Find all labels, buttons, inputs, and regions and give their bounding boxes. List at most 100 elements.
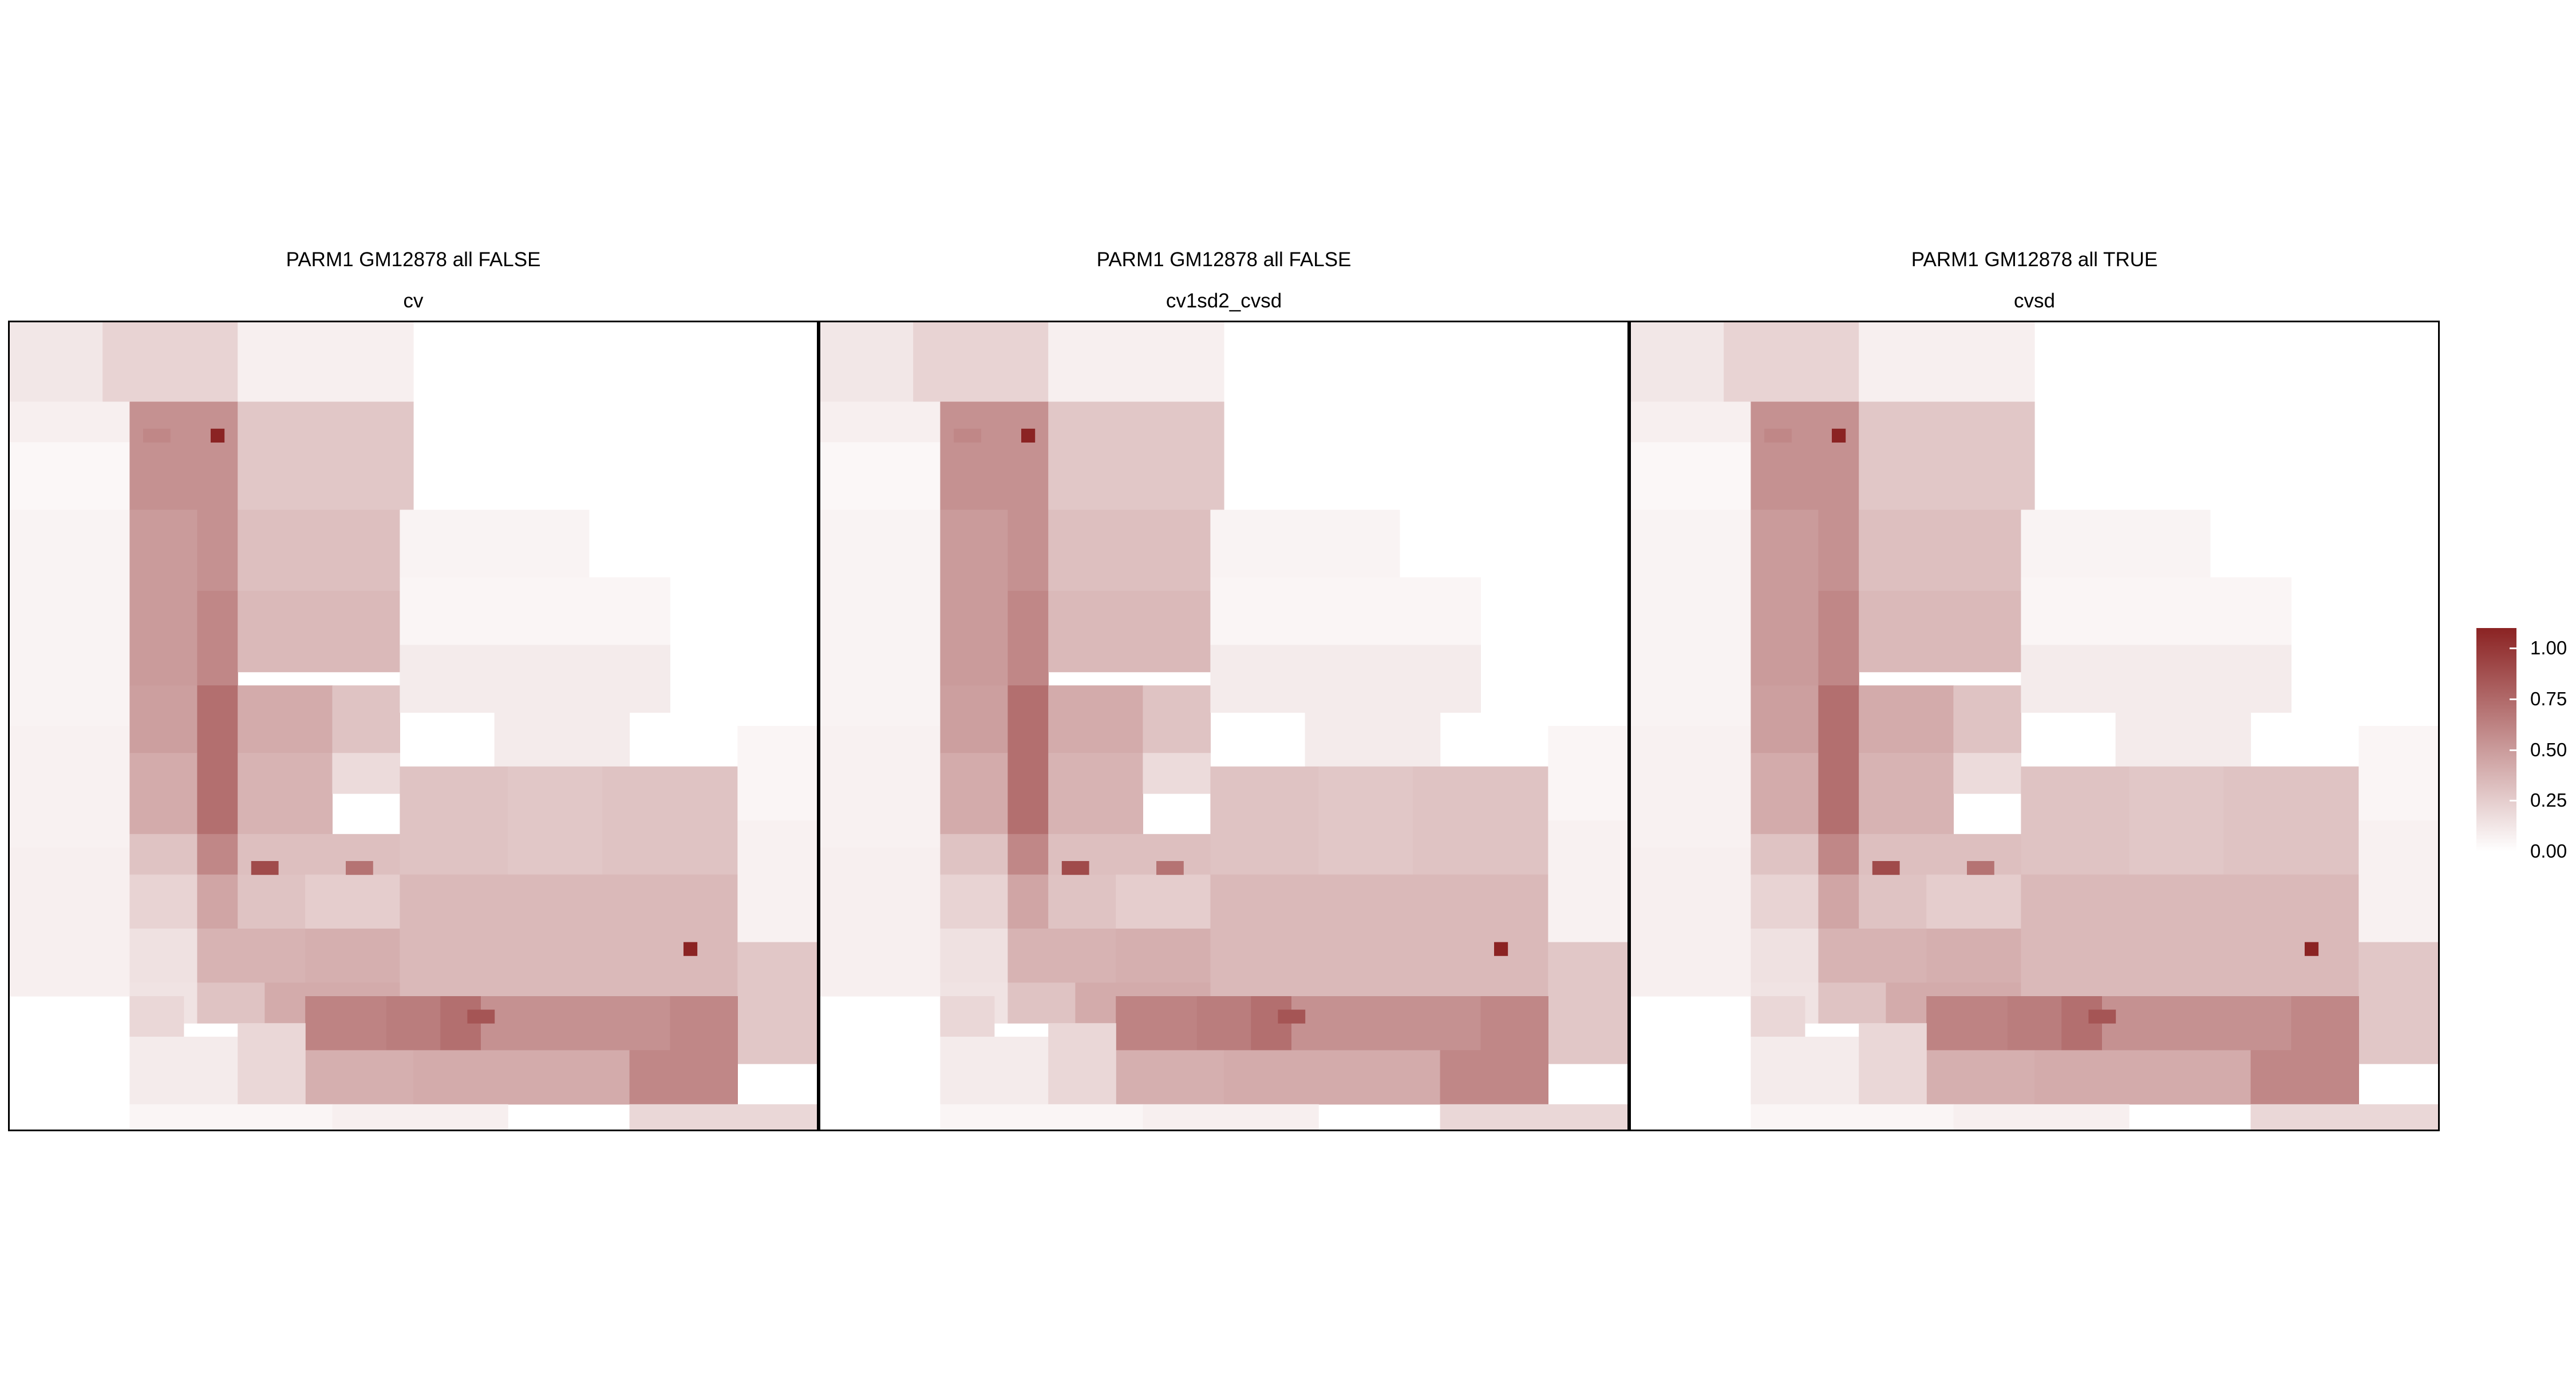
heatmap-cell: [819, 726, 941, 848]
panel-1-subtitle: cv: [403, 290, 424, 312]
heatmap-cell: [1048, 321, 1224, 402]
heatmap-cell: [197, 834, 238, 875]
heatmap-cell: [1859, 1104, 1954, 1131]
heatmap-cell: [508, 874, 603, 997]
heatmap-cell: [1751, 685, 1819, 753]
heatmap-cell: [1440, 1050, 1548, 1105]
heatmap-cell: [251, 861, 279, 875]
heatmap-cell: [2021, 766, 2129, 875]
heatmap-cell: [1859, 685, 1954, 753]
heatmap-cell: [2088, 1009, 2116, 1024]
heatmap-cell: [129, 401, 238, 510]
heatmap-cell: [1143, 753, 1211, 794]
heatmap-cell: [1048, 510, 1211, 591]
heatmap-cell: [1143, 685, 1211, 753]
heatmap-cell: [129, 874, 197, 929]
heatmap-cell: [305, 874, 400, 929]
heatmap-cell: [2223, 766, 2359, 875]
heatmap-cell: [129, 1104, 238, 1131]
heatmap-cell: [238, 753, 333, 835]
heatmap-cell: [940, 510, 1008, 591]
heatmap-cell: [1196, 996, 1251, 1051]
heatmap-cell: [102, 321, 238, 402]
heatmap-cell: [332, 685, 400, 753]
heatmap-cell: [1061, 861, 1089, 875]
heatmap-cell: [1926, 996, 2008, 1051]
heatmap-cell: [2223, 874, 2359, 997]
legend-tick-mark: [2510, 647, 2516, 650]
heatmap-cell: [1751, 753, 1819, 835]
heatmap-cell: [2021, 577, 2291, 645]
heatmap-cell: [1345, 996, 1427, 1051]
heatmap-cell: [1629, 442, 1751, 510]
heatmap-cell: [940, 401, 1049, 510]
heatmap-cell: [940, 1104, 1049, 1131]
heatmap-cell: [819, 847, 941, 997]
heatmap-cell: [2034, 1050, 2251, 1105]
heatmap-cell: [129, 591, 197, 686]
heatmap-cell: [1210, 577, 1481, 645]
heatmap-cell: [143, 428, 171, 443]
heatmap-cell: [197, 929, 306, 983]
heatmap-cell: [1494, 942, 1508, 956]
heatmap-cell: [1751, 874, 1819, 929]
heatmap-cell: [1210, 645, 1481, 713]
heatmap-cell: [1440, 1104, 1629, 1131]
heatmap-cell: [129, 834, 197, 875]
heatmap-cell: [1764, 428, 1792, 443]
heatmap-cell: [1629, 847, 1751, 997]
heatmap-cell: [129, 510, 197, 591]
heatmap-cell: [197, 510, 238, 591]
heatmap-cell: [1751, 1036, 1859, 1105]
heatmap-cell: [535, 996, 617, 1051]
heatmap-cell: [1724, 321, 1859, 402]
heatmap-cell: [1021, 428, 1036, 443]
heatmap-cell: [2007, 996, 2062, 1051]
heatmap-cell: [2156, 996, 2238, 1051]
heatmap-cell: [1818, 510, 1859, 591]
heatmap-cell: [1413, 766, 1548, 875]
heatmap-cell: [8, 401, 130, 443]
heatmap-cell: [1818, 685, 1859, 753]
heatmap-cell: [2358, 820, 2440, 943]
heatmap-cell: [238, 591, 400, 673]
heatmap-cell: [940, 834, 1008, 875]
heatmap-cell: [1859, 874, 1927, 929]
heatmap-cell: [1629, 726, 1751, 848]
heatmap-cell: [2250, 1050, 2359, 1105]
heatmap-cell: [2250, 1104, 2440, 1131]
heatmap-cell: [129, 1036, 238, 1105]
heatmap-cell: [305, 996, 387, 1051]
heatmap-cell: [913, 321, 1049, 402]
panel-1-title: PARM1 GM12878 all FALSE: [286, 248, 541, 271]
heatmap-cell: [400, 577, 670, 645]
panel-3-title: PARM1 GM12878 all TRUE: [1911, 248, 2158, 271]
panel-2-subtitle: cv1sd2_cvsd: [1165, 290, 1282, 312]
heatmap-cell: [670, 996, 738, 1051]
heatmap-cell: [1859, 510, 2021, 591]
heatmap-cell: [8, 847, 130, 997]
heatmap-cell: [602, 874, 738, 997]
heatmap-cell: [940, 996, 995, 1037]
heatmap-cell: [413, 1050, 630, 1105]
heatmap-cell: [1210, 874, 1319, 997]
legend-tick-mark: [2516, 647, 2523, 650]
heatmap-cell: [238, 874, 306, 929]
heatmap-cell: [629, 1104, 819, 1131]
heatmap-cell: [197, 982, 265, 1024]
heatmap-cell: [2021, 874, 2129, 997]
heatmap-cell: [1859, 401, 2035, 510]
heatmap-cell: [238, 685, 333, 753]
heatmap-cell: [1751, 401, 1859, 510]
heatmap-cell: [1427, 996, 1481, 1051]
heatmap-cell: [238, 510, 400, 591]
heatmap-cell: [1926, 1050, 2035, 1105]
heatmap-cell: [940, 685, 1008, 753]
heatmap-cell: [1751, 510, 1819, 591]
legend-tick-label: 0.50: [2530, 739, 2567, 760]
heatmap-cell: [737, 820, 819, 943]
heatmap-cell: [819, 442, 941, 510]
heatmap-cell: [2237, 996, 2291, 1051]
heatmap-cell: [2291, 996, 2359, 1051]
